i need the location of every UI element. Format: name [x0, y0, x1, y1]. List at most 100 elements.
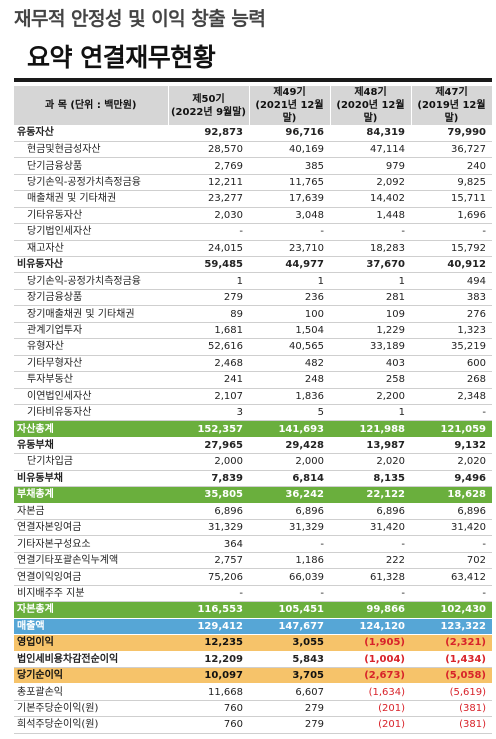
row-value: 23,710 — [249, 240, 330, 258]
row-value: - — [249, 535, 330, 553]
row-value: 279 — [249, 700, 330, 718]
row-value: 24,015 — [168, 240, 249, 258]
row-value: 12,211 — [168, 174, 249, 192]
row-value: 44,977 — [249, 256, 330, 274]
table-row: 비유동자산 59,485 44,977 37,670 40,912 — [14, 256, 492, 274]
row-value: 152,357 — [168, 420, 249, 438]
row-value: 403 — [330, 355, 411, 373]
row-value: 18,628 — [411, 486, 492, 504]
row-value: 109 — [330, 305, 411, 323]
row-value: 31,420 — [411, 519, 492, 537]
row-value: 15,711 — [411, 190, 492, 208]
row-value: 760 — [168, 716, 249, 734]
row-value: 2,468 — [168, 355, 249, 373]
table-row: 당기순이익 10,097 3,705 (2,673) (5,058) — [14, 667, 492, 685]
row-label: 부채총계 — [14, 486, 168, 504]
row-value: 2,348 — [411, 388, 492, 405]
row-value: 35,219 — [411, 338, 492, 356]
table-row: 법인세비용차감전순이익 12,209 5,843 (1,004) (1,434) — [14, 651, 492, 668]
table-row: 유형자산 52,616 40,565 33,189 35,219 — [14, 338, 492, 356]
row-value: (5,619) — [411, 683, 492, 701]
row-value: 10,097 — [168, 667, 249, 685]
row-label: 유동부채 — [14, 437, 168, 455]
column-header-period: 제48기 (2020년 12월말) — [330, 86, 412, 125]
row-label: 매출액 — [14, 618, 168, 636]
row-value: 6,896 — [411, 503, 492, 521]
row-label: 자본총계 — [14, 601, 168, 619]
row-value: 7,839 — [168, 470, 249, 488]
row-value: 2,020 — [330, 453, 411, 471]
row-value: 28,570 — [168, 141, 249, 159]
row-value: 61,328 — [330, 568, 411, 586]
row-value: 23,277 — [168, 190, 249, 208]
row-value: 236 — [249, 289, 330, 307]
row-label: 당기손익-공정가치측정금융 — [14, 272, 168, 290]
table-row: 연결이익잉여금 75,206 66,039 61,328 63,412 — [14, 568, 492, 586]
financial-summary-table: 과 목 (단위 : 백만원) 제50기 (2022년 9월말) 제49기 (2021… — [14, 86, 493, 734]
row-value: 3,705 — [249, 667, 330, 685]
row-value: 2,200 — [330, 388, 411, 405]
row-value: 6,896 — [330, 503, 411, 521]
row-value: (1,634) — [330, 683, 411, 701]
row-value: 27,965 — [168, 437, 249, 455]
row-value: 6,896 — [168, 503, 249, 521]
row-value: 31,329 — [168, 519, 249, 537]
row-value: (2,673) — [330, 667, 411, 685]
row-value: 66,039 — [249, 568, 330, 586]
row-value: 6,607 — [249, 683, 330, 701]
table-row: 장기금융상품 279 236 281 383 — [14, 289, 492, 307]
row-value: 3,055 — [249, 634, 330, 652]
row-value: 258 — [330, 371, 411, 389]
row-value: 979 — [330, 157, 411, 175]
row-value: 600 — [411, 355, 492, 373]
table-row: 기타비유동자산 3 5 1- — [14, 404, 492, 422]
table-row: 당기법인세자산 - - - - — [14, 223, 492, 241]
row-value: - — [411, 223, 492, 241]
table-row: 연결자본잉여금 31,329 31,329 31,420 31,420 — [14, 519, 492, 537]
row-value: 100 — [249, 305, 330, 323]
row-value: 33,189 — [330, 338, 411, 356]
row-value: 102,430 — [411, 601, 492, 619]
row-value: 1,186 — [249, 552, 330, 570]
table-row: 부채총계 35,805 36,242 22,122 18,628 — [14, 486, 492, 504]
row-value: 222 — [330, 552, 411, 570]
row-value: - — [411, 404, 492, 422]
row-value: (1,434) — [411, 651, 492, 668]
table-row: 관계기업투자 1,681 1,504 1,229 1,323 — [14, 322, 492, 340]
table-row: 매출채권 및 기타채권 23,277 17,639 14,402 15,711 — [14, 190, 492, 208]
row-value: 31,420 — [330, 519, 411, 537]
row-value: 18,283 — [330, 240, 411, 258]
row-value: 279 — [249, 716, 330, 734]
row-label: 장기매출채권 및 기타채권 — [14, 305, 168, 323]
table-row: 기본주당순이익(원) 760 279 (201) (381) — [14, 700, 492, 718]
table-row: 기타무형자산 2,468 482 403 600 — [14, 355, 492, 373]
row-value: 2,757 — [168, 552, 249, 570]
row-value: 364 — [168, 535, 249, 553]
row-value: 40,565 — [249, 338, 330, 356]
row-value: 11,668 — [168, 683, 249, 701]
row-value: 482 — [249, 355, 330, 373]
row-label: 희석주당순이익(원) — [14, 716, 168, 734]
section-title: 재무적 안정성 및 이익 창출 능력 — [14, 8, 266, 30]
column-period-label: 제48기 — [354, 87, 387, 98]
page-title: 요약 연결재무현황 — [27, 43, 216, 72]
row-value: 6,896 — [249, 503, 330, 521]
row-value: - — [168, 223, 249, 241]
row-value: 2,107 — [168, 388, 249, 405]
row-label: 유형자산 — [14, 338, 168, 356]
table-row: 총포괄손익 11,668 6,607 (1,634) (5,619) — [14, 683, 492, 701]
row-value: 29,428 — [249, 437, 330, 455]
table-row: 당기손익-공정가치측정금융 12,211 11,765 2,092 9,825 — [14, 174, 492, 192]
row-value: (381) — [411, 700, 492, 718]
row-value: 75,206 — [168, 568, 249, 586]
row-value: 6,814 — [249, 470, 330, 488]
row-value: 92,873 — [168, 125, 249, 142]
row-value: (1,905) — [330, 634, 411, 652]
column-date-label: (2021년 12월말) — [255, 100, 324, 124]
column-period-label: 제49기 — [273, 87, 306, 98]
row-label: 당기순이익 — [14, 667, 168, 685]
row-value: 116,553 — [168, 601, 249, 619]
row-value: 121,059 — [411, 420, 492, 438]
row-value: 1 — [330, 272, 411, 290]
row-value: 59,485 — [168, 256, 249, 274]
